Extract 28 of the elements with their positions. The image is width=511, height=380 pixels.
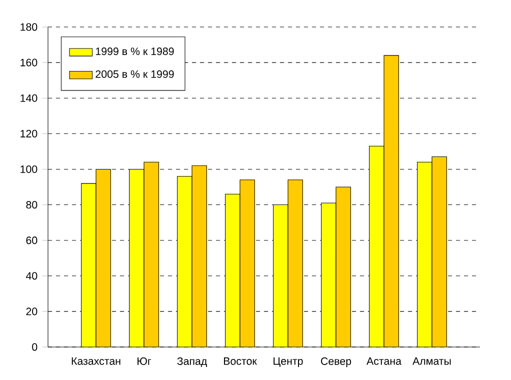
bar (81, 183, 96, 347)
x-tick-label: Север (321, 357, 352, 368)
x-tick-label: Восток (224, 357, 257, 365)
bar (321, 203, 336, 347)
x-tick-label: Алматы (412, 357, 451, 365)
y-tick-label: 20 (26, 308, 38, 316)
legend-label: 2005 в % к 1999 (96, 70, 174, 78)
y-tick-label: 0 (32, 343, 38, 351)
bar (177, 176, 192, 347)
x-tick-label: Центр (274, 357, 303, 367)
y-tick-label: 180 (20, 23, 38, 31)
legend-label: 1999 в % к 1989 (96, 48, 174, 56)
x-tick-label: Казахстан (72, 357, 120, 365)
x-tick-label: Астана (366, 357, 402, 365)
bar (225, 194, 240, 347)
y-tick-label: 40 (26, 272, 38, 280)
y-tick-label: 60 (26, 236, 38, 244)
y-tick-label: 160 (20, 58, 38, 66)
x-tick-label: Юг (138, 357, 152, 365)
bar (273, 204, 288, 347)
y-tick-label: 140 (20, 94, 38, 102)
bar (129, 169, 144, 347)
bar (369, 146, 384, 347)
y-tick-label: 120 (20, 130, 38, 138)
bar (417, 162, 432, 347)
y-tick-label: 80 (26, 201, 38, 209)
x-tick-label: Запад (177, 357, 207, 367)
y-tick-label: 100 (20, 165, 38, 173)
